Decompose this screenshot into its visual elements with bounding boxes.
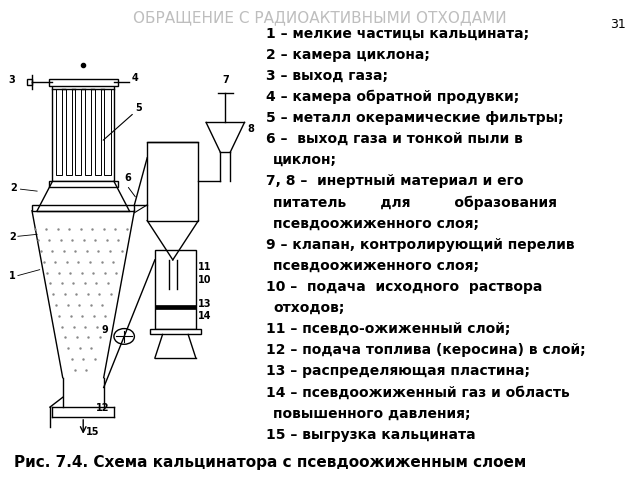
Text: 6 –  выход газа и тонкой пыли в: 6 – выход газа и тонкой пыли в — [266, 132, 522, 146]
Text: 14: 14 — [198, 311, 212, 321]
Text: 9 – клапан, контролирующий перелив: 9 – клапан, контролирующий перелив — [266, 238, 574, 252]
Bar — [147, 142, 198, 221]
Text: 2: 2 — [10, 183, 17, 193]
Text: 4 – камера обратной продувки;: 4 – камера обратной продувки; — [266, 90, 519, 104]
Text: 15: 15 — [86, 427, 99, 437]
Text: 3 – выход газа;: 3 – выход газа; — [266, 69, 388, 83]
Text: 9: 9 — [101, 324, 108, 335]
Text: повышенного давления;: повышенного давления; — [273, 407, 471, 420]
Bar — [52, 83, 114, 181]
Bar — [65, 89, 72, 175]
Text: 15 – выгрузка кальцината: 15 – выгрузка кальцината — [266, 428, 476, 442]
Text: 13 – распределяющая пластина;: 13 – распределяющая пластина; — [266, 364, 529, 378]
Text: 11 – псевдо-ожиженный слой;: 11 – псевдо-ожиженный слой; — [266, 322, 510, 336]
Bar — [49, 181, 118, 187]
Bar — [49, 79, 118, 86]
Text: 5: 5 — [136, 103, 143, 113]
Text: Рис. 7.4. Схема кальцинатора с псевдоожиженным слоем: Рис. 7.4. Схема кальцинатора с псевдоожи… — [14, 455, 526, 470]
Text: 3: 3 — [8, 75, 15, 85]
Text: 31: 31 — [610, 18, 626, 31]
Text: 1: 1 — [9, 272, 16, 281]
Text: 1 – мелкие частицы кальцината;: 1 – мелкие частицы кальцината; — [266, 26, 529, 40]
Text: отходов;: отходов; — [273, 301, 345, 315]
Text: 13: 13 — [198, 299, 212, 309]
Text: 2: 2 — [9, 232, 16, 242]
Text: 2 – камера циклона;: 2 – камера циклона; — [266, 48, 429, 61]
Text: 6: 6 — [124, 173, 131, 183]
Text: 7, 8 –  инертный материал и его: 7, 8 – инертный материал и его — [266, 174, 523, 188]
Bar — [155, 250, 196, 329]
Text: псевдоожиженного слоя;: псевдоожиженного слоя; — [273, 216, 479, 230]
Text: 12 – подача топлива (керосина) в слой;: 12 – подача топлива (керосина) в слой; — [266, 343, 585, 357]
Bar — [56, 89, 62, 175]
Bar — [27, 79, 32, 85]
Text: 12: 12 — [96, 403, 109, 413]
Text: ОБРАЩЕНИЕ С РАДИОАКТИВНЫМИ ОТХОДАМИ: ОБРАЩЕНИЕ С РАДИОАКТИВНЫМИ ОТХОДАМИ — [133, 11, 507, 25]
Text: псевдоожиженного слоя;: псевдоожиженного слоя; — [273, 259, 479, 273]
Text: 4: 4 — [132, 73, 139, 83]
Bar — [95, 89, 101, 175]
Bar — [32, 205, 134, 211]
Text: 10 –  подача  исходного  раствора: 10 – подача исходного раствора — [266, 280, 542, 294]
Bar — [150, 329, 201, 335]
Bar — [155, 305, 196, 309]
Text: 11: 11 — [198, 262, 212, 272]
Text: циклон;: циклон; — [273, 153, 337, 167]
Text: 10: 10 — [198, 276, 212, 286]
Text: 7: 7 — [223, 75, 230, 85]
Bar — [85, 89, 91, 175]
Text: 8: 8 — [247, 124, 254, 134]
Bar — [104, 89, 111, 175]
Bar — [76, 89, 81, 175]
Text: питатель       для         образования: питатель для образования — [273, 195, 557, 210]
Text: 5 – металл окерамические фильтры;: 5 – металл окерамические фильтры; — [266, 111, 563, 125]
Text: 14 – псевдоожиженный газ и область: 14 – псевдоожиженный газ и область — [266, 385, 570, 399]
